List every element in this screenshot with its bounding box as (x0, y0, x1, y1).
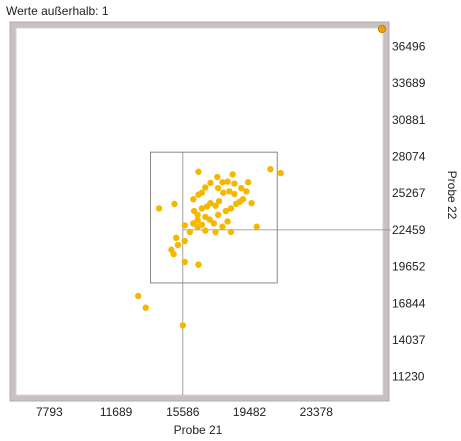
data-point (215, 198, 223, 205)
y-tick-label: 30881 (392, 113, 426, 127)
x-axis-title: Probe 21 (174, 423, 223, 437)
data-point (202, 227, 209, 234)
data-point (190, 196, 197, 203)
data-point (212, 228, 219, 236)
data-point (210, 220, 218, 227)
data-point (170, 250, 177, 258)
data-point (202, 184, 209, 191)
x-tick-label: 11689 (100, 405, 133, 419)
data-point (172, 234, 180, 242)
x-tick-label: 23378 (300, 405, 334, 419)
data-points (134, 165, 284, 329)
data-point (181, 237, 188, 245)
data-point (243, 188, 250, 195)
data-point (206, 216, 213, 223)
y-tick-label: 19652 (392, 260, 426, 274)
data-point (155, 205, 163, 212)
data-point (195, 168, 202, 175)
data-point (181, 222, 188, 229)
data-point (226, 188, 233, 195)
data-point (134, 292, 142, 300)
outside-values-label: Werte außerhalb: 1 (6, 4, 109, 18)
data-point (207, 179, 214, 187)
plot-area (15, 27, 384, 396)
y-tick-label: 22459 (392, 223, 426, 237)
data-point (174, 241, 182, 249)
data-point (198, 221, 206, 228)
x-tick-label: 19482 (233, 405, 267, 419)
y-tick-label: 28074 (392, 149, 426, 163)
data-point (231, 190, 238, 198)
data-point (239, 196, 247, 203)
data-point (194, 216, 201, 224)
selection-box[interactable] (150, 151, 278, 284)
data-point (207, 199, 214, 207)
y-tick-label: 16844 (392, 296, 426, 310)
x-axis-tick-labels: 7793 11689 15586 19482 23378 (36, 405, 333, 419)
data-point (198, 205, 206, 212)
data-point (214, 173, 221, 181)
y-tick-label: 36496 (392, 39, 426, 53)
data-point (142, 304, 149, 311)
data-point (222, 207, 230, 215)
data-point (214, 211, 222, 219)
x-tick-label: 15586 (166, 405, 200, 419)
data-point (179, 322, 187, 329)
data-point (219, 179, 226, 186)
outlier-indicator (377, 24, 387, 34)
data-point (227, 205, 235, 212)
data-point (224, 218, 231, 225)
data-point (231, 180, 238, 187)
data-point (186, 228, 194, 236)
data-point (195, 191, 202, 198)
data-point (181, 258, 188, 266)
data-point (212, 202, 219, 209)
data-point (195, 261, 202, 268)
data-point (229, 171, 236, 178)
data-point (220, 189, 227, 196)
y-tick-label: 25267 (392, 186, 426, 200)
data-point (248, 199, 255, 207)
y-axis-tick-labels: 36496 33689 30881 28074 25267 22459 19652 16844… (392, 39, 426, 383)
y-tick-label: 14037 (392, 333, 426, 347)
data-point (244, 179, 252, 186)
y-axis-title: Probe 22 (445, 171, 459, 220)
x-tick-label: 7793 (36, 405, 63, 419)
y-tick-label: 33689 (392, 76, 426, 90)
data-point (214, 184, 222, 192)
data-point (190, 207, 198, 215)
data-point (219, 223, 226, 230)
data-point (171, 200, 178, 208)
y-tick-label: 11230 (392, 370, 425, 384)
data-point (238, 184, 245, 192)
data-point (227, 228, 235, 236)
data-point (267, 165, 274, 173)
data-point (277, 169, 284, 177)
data-point (253, 223, 260, 230)
data-point (224, 178, 231, 185)
